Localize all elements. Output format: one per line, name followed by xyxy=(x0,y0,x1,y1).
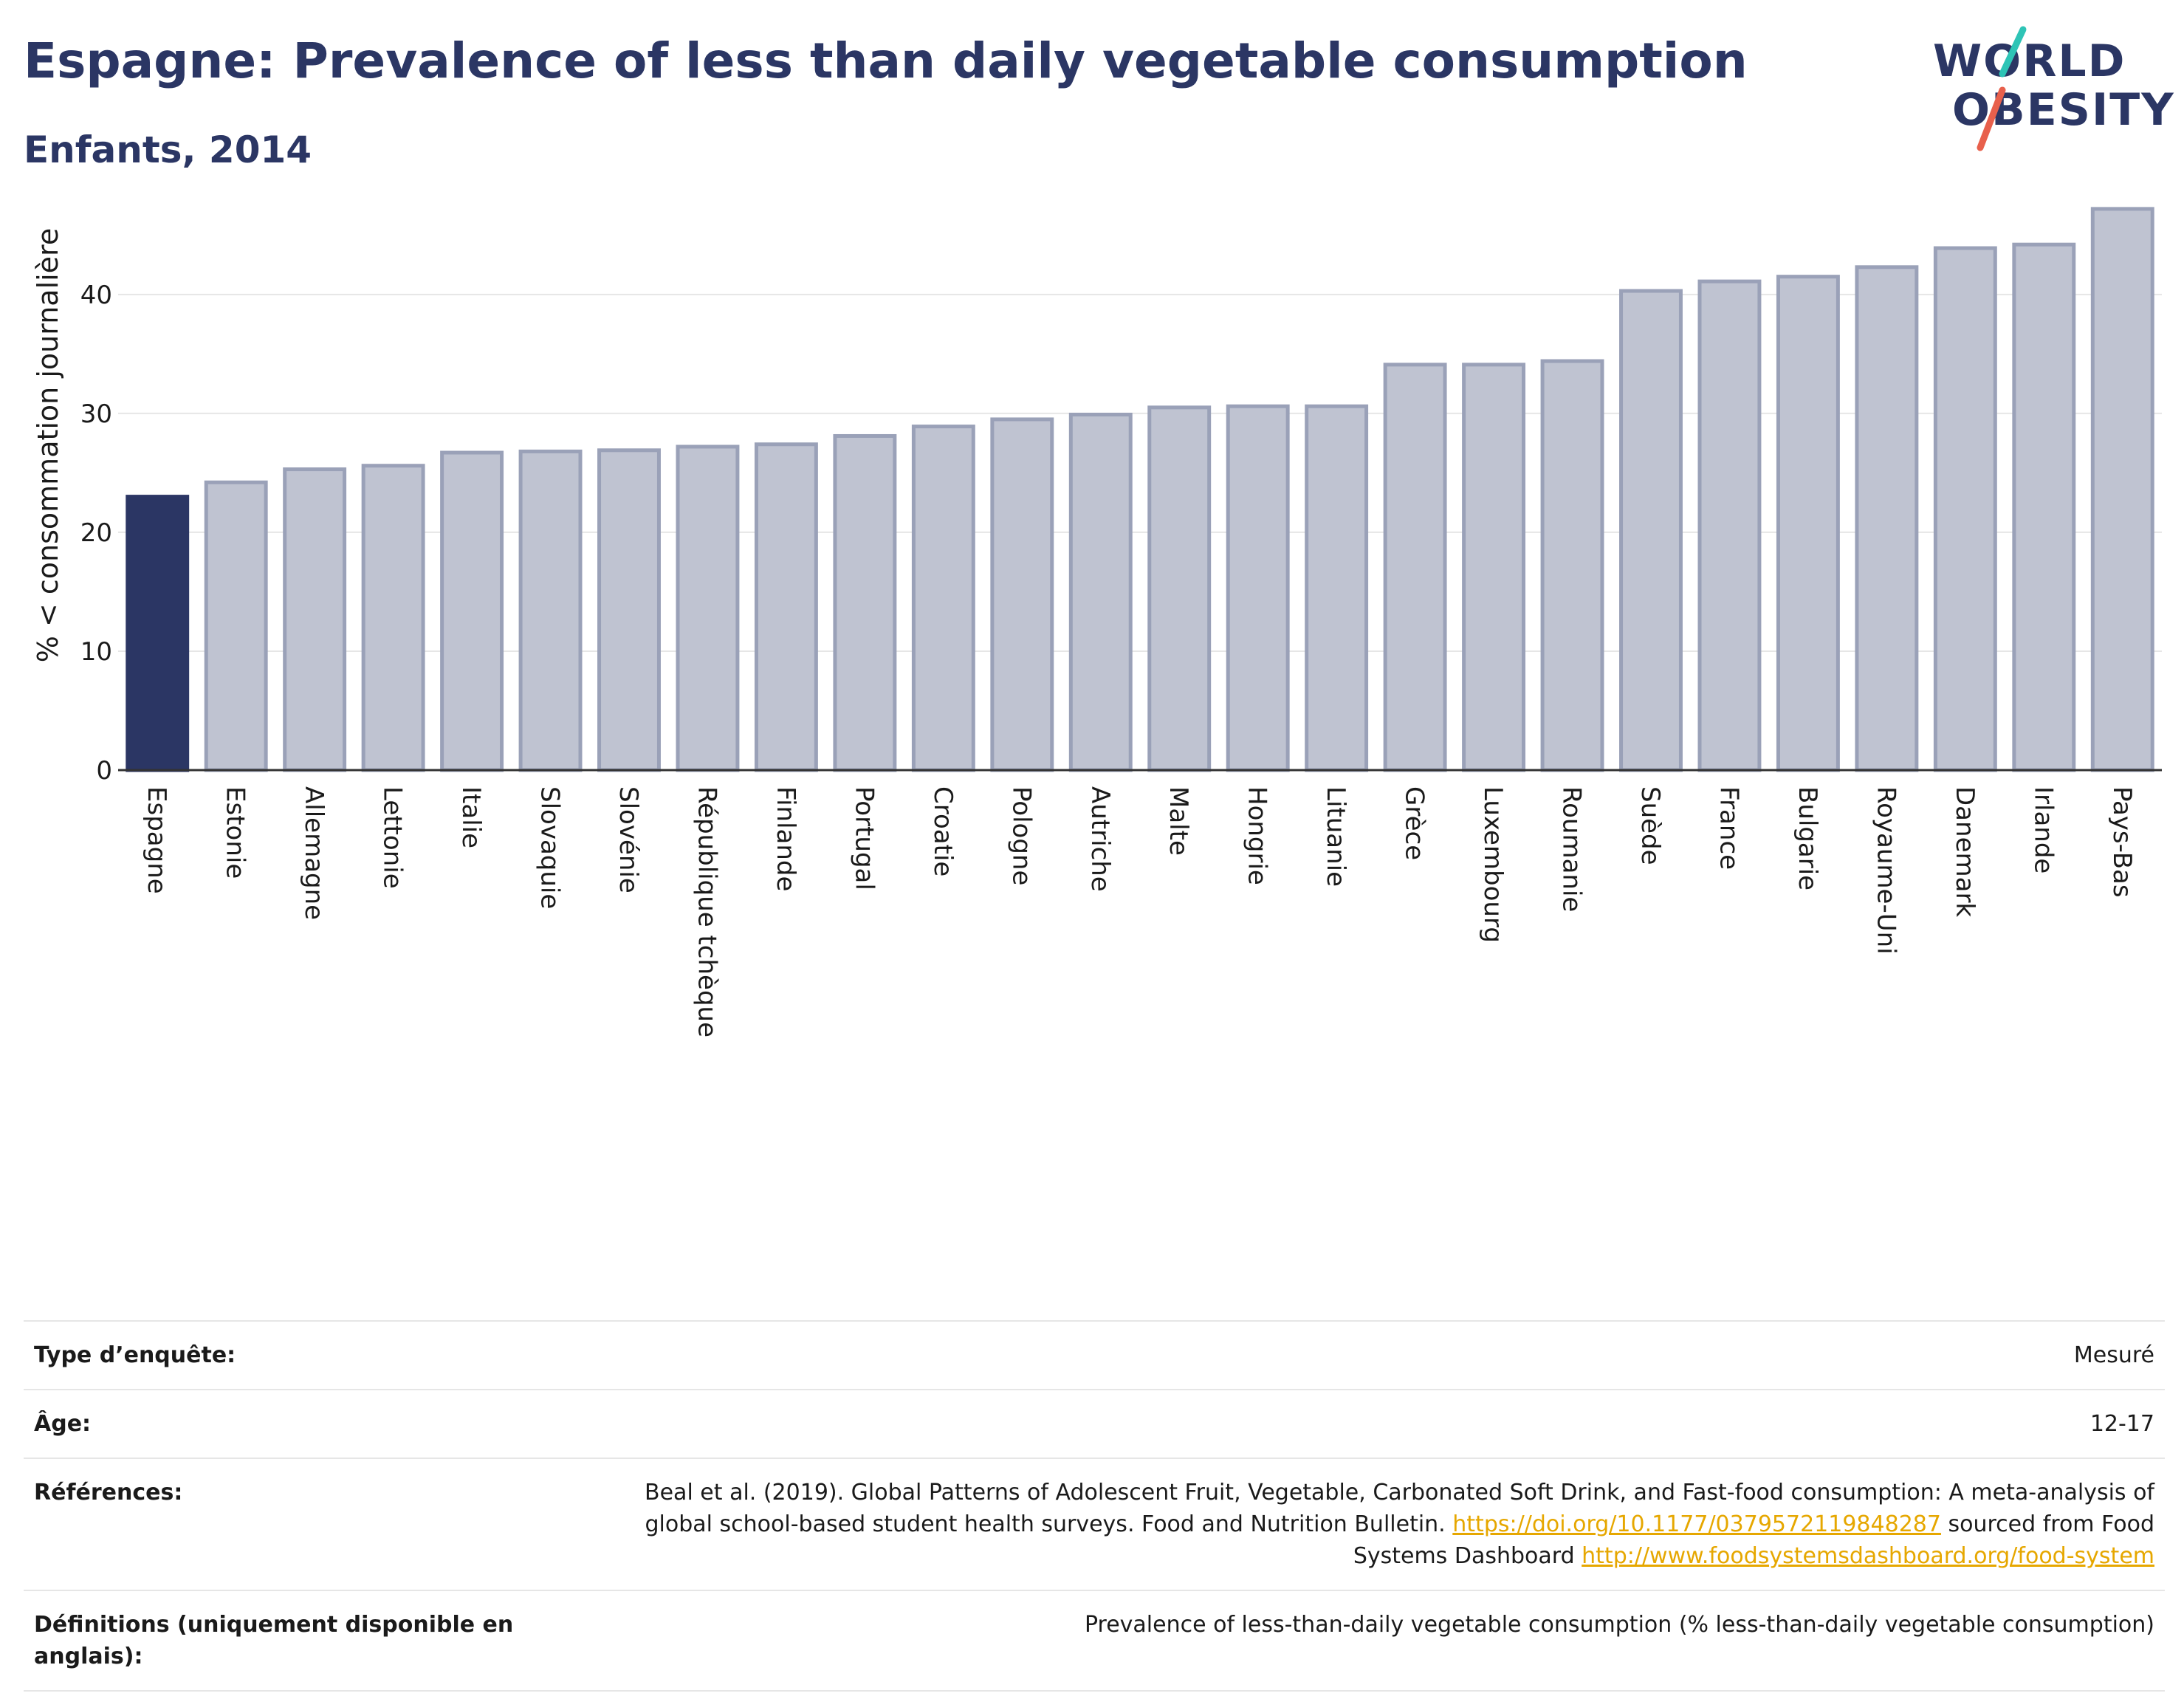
x-tick-label: Estonie xyxy=(221,786,250,879)
bar-chart: 0 10 20 30 40 Espagne Estonie Allemagne Lettoni… xyxy=(32,207,2162,1037)
bar-roumanie xyxy=(1540,359,1604,772)
x-tick-label: Bulgarie xyxy=(1793,786,1822,890)
bar-lettonie xyxy=(361,464,425,772)
y-axis-title: % < consommation journalière xyxy=(32,228,64,662)
y-tick-label: 0 xyxy=(96,756,112,786)
meta-row-references: Références: Beal et al. (2019). Global P… xyxy=(24,1458,2165,1590)
references-text-1: Beal et al. (2019). Global Patterns of A… xyxy=(645,1480,2154,1537)
bar-irlande xyxy=(2012,242,2076,772)
bar-lituanie xyxy=(1305,404,1369,772)
bar-grèce xyxy=(1383,363,1447,772)
bar-espagne xyxy=(126,495,190,772)
bar-bulgarie xyxy=(1776,275,1840,772)
meta-row-definitions: Définitions (uniquement disponible en an… xyxy=(24,1590,2165,1692)
bar-france xyxy=(1697,279,1762,772)
bar-croatie xyxy=(911,425,975,772)
x-tick-label: Suède xyxy=(1635,786,1665,865)
bar-république-tchèque xyxy=(676,444,740,772)
references-text-2: sourced from Food Systems Dashboard xyxy=(1353,1511,2154,1569)
x-tick-label: Royaume-Uni xyxy=(1871,786,1900,955)
x-tick-label: Slovaquie xyxy=(535,786,565,909)
bar-royaume-uni xyxy=(1855,265,1919,772)
age-label: Âge: xyxy=(34,1411,92,1437)
references-value: Beal et al. (2019). Global Patterns of A… xyxy=(604,1477,2154,1572)
chart-title: Espagne: Prevalence of less than daily v… xyxy=(24,32,1748,89)
bar-pays-bas xyxy=(2090,207,2154,772)
y-axis-ticks: 0 10 20 30 40 xyxy=(80,281,112,786)
survey-type-value: Mesuré xyxy=(2073,1342,2154,1368)
x-tick-label: Allemagne xyxy=(299,786,329,920)
meta-row-survey-type: Type d’enquête: Mesuré xyxy=(24,1320,2165,1389)
food-systems-link[interactable]: http://www.foodsystemsdashboard.org/food… xyxy=(1582,1543,2154,1569)
x-tick-label: Irlande xyxy=(2028,786,2058,873)
bar-italie xyxy=(440,450,504,772)
bar-allemagne xyxy=(283,467,347,772)
bar-pologne xyxy=(990,417,1054,772)
x-tick-label: Portugal xyxy=(849,786,879,890)
x-tick-label: Lettonie xyxy=(378,786,408,889)
chart-subtitle: Enfants, 2014 xyxy=(24,128,312,171)
bar-hongrie xyxy=(1226,404,1290,772)
x-tick-label: Lituanie xyxy=(1321,786,1350,887)
x-tick-label: Italie xyxy=(456,786,486,848)
x-tick-label: République tchèque xyxy=(692,786,721,1037)
logo-line-1: WORLD xyxy=(1933,35,2126,87)
bar-slovénie xyxy=(597,448,661,772)
bar-suède xyxy=(1619,289,1683,772)
survey-type-label: Type d’enquête: xyxy=(34,1342,236,1368)
y-tick-label: 40 xyxy=(80,281,112,310)
bar-luxembourg xyxy=(1462,363,1526,772)
bar-finlande xyxy=(754,442,818,772)
x-tick-label: Finlande xyxy=(771,786,800,891)
definitions-label: Définitions (uniquement disponible en an… xyxy=(34,1612,514,1669)
references-label: Références: xyxy=(34,1480,183,1506)
x-tick-label: Pays-Bas xyxy=(2107,786,2137,898)
metadata-table: Type d’enquête: Mesuré Âge: 12-17 Référe… xyxy=(24,1320,2165,1692)
bars xyxy=(126,207,2154,772)
x-tick-label: Espagne xyxy=(142,786,171,894)
bar-autriche xyxy=(1068,412,1133,772)
x-tick-label: Croatie xyxy=(928,786,958,876)
y-tick-label: 20 xyxy=(80,518,112,548)
x-tick-label: Pologne xyxy=(1006,786,1036,885)
world-obesity-logo: WORLD OBESITY xyxy=(1920,22,2174,155)
x-tick-label: France xyxy=(1714,786,1743,870)
x-tick-label: Slovénie xyxy=(614,786,643,893)
bar-estonie xyxy=(204,480,268,772)
bar-slovaquie xyxy=(518,449,583,772)
bar-danemark xyxy=(1933,246,1997,772)
x-tick-label: Hongrie xyxy=(1243,786,1272,885)
x-tick-label: Luxembourg xyxy=(1478,786,1508,943)
x-tick-label: Autriche xyxy=(1085,786,1115,892)
meta-row-age: Âge: 12-17 xyxy=(24,1389,2165,1458)
bar-portugal xyxy=(833,433,897,772)
x-tick-label: Malte xyxy=(1164,786,1193,856)
y-tick-label: 30 xyxy=(80,399,112,429)
logo-slash-icon xyxy=(1977,26,2027,151)
doi-link[interactable]: https://doi.org/10.1177/0379572119848287 xyxy=(1452,1511,1941,1537)
x-tick-label: Roumanie xyxy=(1557,786,1587,912)
definitions-value: Prevalence of less-than-daily vegetable … xyxy=(1084,1612,2154,1638)
x-axis-labels: Espagne Estonie Allemagne Lettonie Italie Slo… xyxy=(142,786,2137,1037)
y-tick-label: 10 xyxy=(80,637,112,667)
x-tick-label: Grèce xyxy=(1400,786,1429,860)
bar-malte xyxy=(1147,405,1212,772)
x-tick-label: Danemark xyxy=(1950,786,1979,917)
age-value: 12-17 xyxy=(2089,1411,2154,1437)
